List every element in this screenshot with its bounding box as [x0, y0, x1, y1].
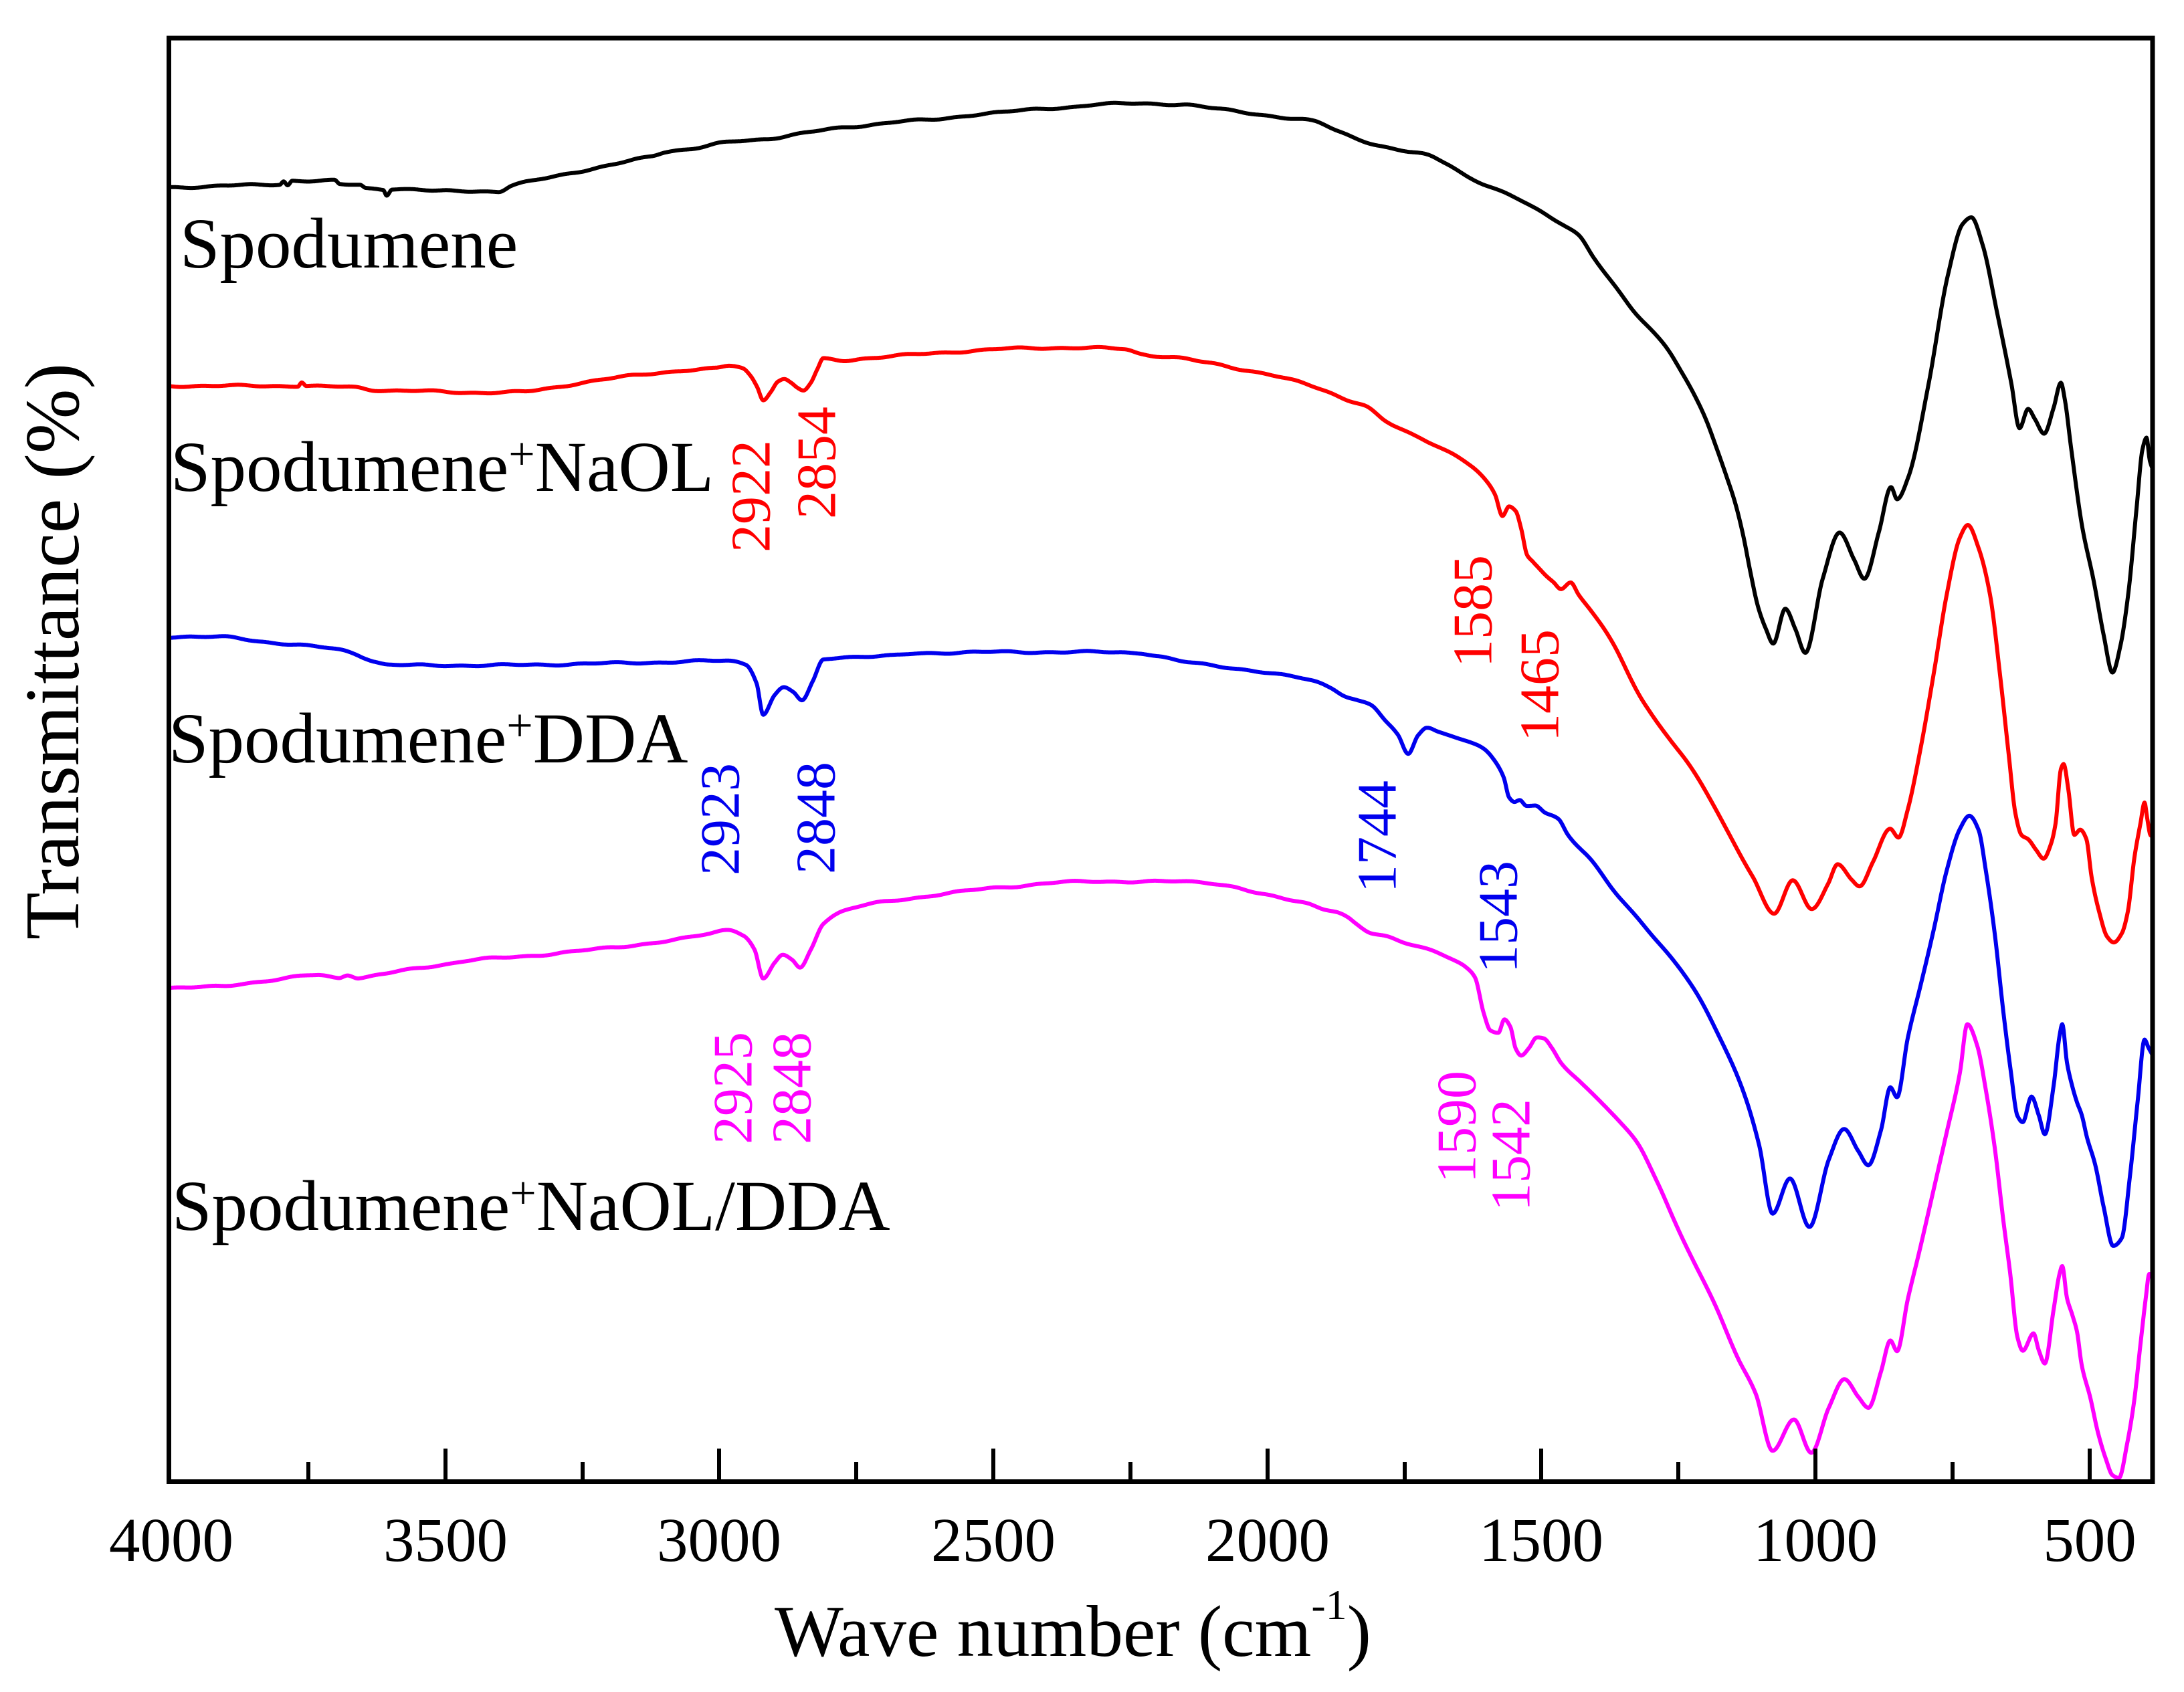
- svg-text:Wave number (cm-1): Wave number (cm-1): [775, 1581, 1371, 1672]
- svg-text:Spodumene+DDA: Spodumene+DDA: [169, 700, 688, 778]
- svg-text:1465: 1465: [1509, 629, 1571, 742]
- svg-text:4000: 4000: [109, 1506, 233, 1575]
- svg-text:2848: 2848: [761, 1032, 823, 1144]
- svg-text:Spodumene+NaOL: Spodumene+NaOL: [171, 428, 714, 507]
- svg-text:2922: 2922: [720, 440, 783, 552]
- svg-text:1585: 1585: [1442, 555, 1504, 667]
- svg-text:2500: 2500: [931, 1506, 1056, 1575]
- svg-text:1543: 1543: [1468, 861, 1530, 973]
- svg-text:3000: 3000: [657, 1506, 781, 1575]
- svg-text:500: 500: [2043, 1506, 2137, 1575]
- svg-text:2000: 2000: [1205, 1506, 1330, 1575]
- svg-text:Spodumene: Spodumene: [180, 205, 518, 284]
- svg-text:1000: 1000: [1753, 1506, 1878, 1575]
- svg-text:Transmittance (%): Transmittance (%): [10, 363, 96, 940]
- svg-text:1590: 1590: [1426, 1071, 1488, 1183]
- svg-text:1542: 1542: [1480, 1099, 1543, 1211]
- svg-text:2848: 2848: [785, 762, 848, 874]
- svg-text:2925: 2925: [702, 1032, 765, 1144]
- svg-text:2923: 2923: [690, 763, 752, 875]
- svg-text:2854: 2854: [786, 407, 848, 519]
- svg-text:3500: 3500: [383, 1506, 508, 1575]
- svg-text:1744: 1744: [1347, 780, 1409, 893]
- svg-text:1500: 1500: [1479, 1506, 1603, 1575]
